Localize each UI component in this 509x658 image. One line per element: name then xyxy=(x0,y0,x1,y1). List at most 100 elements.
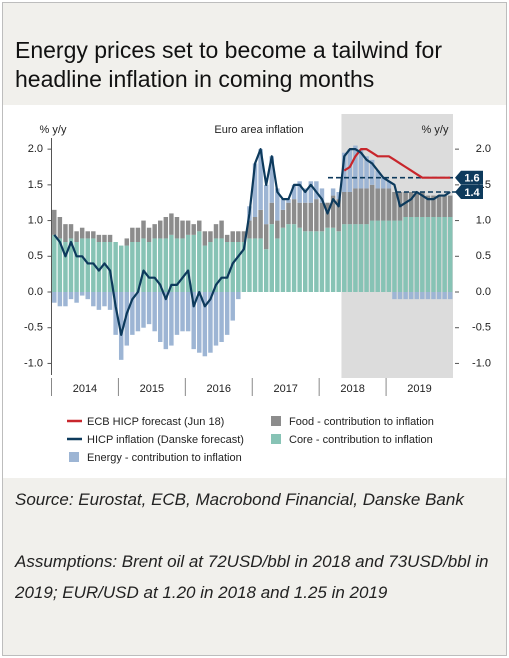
y-tick-label: -0.5 xyxy=(24,322,43,334)
bar-segment xyxy=(158,238,163,292)
bar-segment xyxy=(163,217,169,239)
footer: Source: Eurostat, ECB, Macrobond Financi… xyxy=(3,478,506,655)
bar-segment xyxy=(342,224,347,292)
bar-segment xyxy=(269,202,274,225)
bar-segment xyxy=(185,220,191,235)
bar-segment xyxy=(336,231,341,292)
bar-segment xyxy=(247,220,252,239)
bar-segment xyxy=(408,217,414,292)
bar-segment xyxy=(141,292,146,328)
bar-segment xyxy=(280,199,286,210)
bar-segment xyxy=(386,220,392,292)
bar-segment xyxy=(91,292,96,307)
bar-segment xyxy=(74,292,79,303)
bar-segment xyxy=(224,292,230,335)
bar-segment xyxy=(291,184,297,200)
bar-segment xyxy=(141,238,146,292)
bar-segment xyxy=(330,188,336,196)
bar-segment xyxy=(258,238,263,292)
bar-segment xyxy=(202,245,208,292)
bar-segment xyxy=(146,227,152,242)
reference-label: 1.4 xyxy=(464,187,480,199)
bar-segment xyxy=(358,188,364,225)
reference-pointer xyxy=(455,185,483,199)
bar-segment xyxy=(302,188,308,203)
bar-segment xyxy=(241,231,247,242)
bar-segment xyxy=(297,181,302,203)
bar-segment xyxy=(302,202,308,232)
reference-label: 1.6 xyxy=(464,173,479,185)
y-tick-label: 0.5 xyxy=(28,250,43,262)
bar-segment xyxy=(364,188,369,225)
bar-segment xyxy=(408,192,414,217)
bar-segment xyxy=(375,220,380,292)
x-tick-label: 2019 xyxy=(407,383,431,395)
bar-segment xyxy=(369,220,375,292)
x-tick-label: 2017 xyxy=(273,383,297,395)
bar-segment xyxy=(308,181,314,203)
bar-segment xyxy=(252,238,258,292)
bar-segment xyxy=(364,224,369,292)
bar-segment xyxy=(330,227,336,292)
chart-title: Energy prices set to become a tailwind f… xyxy=(15,37,442,92)
bar-segment xyxy=(447,292,453,300)
bar-segment xyxy=(107,292,113,310)
bar-segment xyxy=(392,220,397,292)
bar-segment xyxy=(191,292,196,350)
y2-tick-label: 1.0 xyxy=(476,214,491,226)
y-axis-label: % y/y xyxy=(40,124,67,136)
bar-segment xyxy=(286,202,291,225)
bar-segment xyxy=(369,159,375,185)
y2-tick-label: -0.5 xyxy=(472,322,491,334)
bar-segment xyxy=(442,195,447,217)
bar-segment xyxy=(280,227,286,292)
bar-segment xyxy=(74,242,79,292)
bar-segment xyxy=(152,292,157,332)
bar-segment xyxy=(330,195,336,228)
bar-segment xyxy=(286,199,291,203)
bar-segment xyxy=(152,224,157,239)
y-tick-label: -1.0 xyxy=(24,357,43,369)
bar-segment xyxy=(275,238,280,292)
line-series xyxy=(343,148,451,179)
bar-segment xyxy=(408,292,414,300)
bar-segment xyxy=(286,224,291,292)
bar-segment xyxy=(174,238,180,292)
bar-segment xyxy=(224,234,230,242)
bar-segment xyxy=(252,163,258,217)
bar-segment xyxy=(403,217,408,292)
bar-segment xyxy=(414,217,419,292)
header: Energy prices set to become a tailwind f… xyxy=(3,3,506,105)
bar-segment xyxy=(319,188,325,203)
bar-segment xyxy=(236,292,241,300)
bar-segment xyxy=(79,238,85,292)
bar-segment xyxy=(420,192,425,217)
bar-segment xyxy=(308,231,314,292)
bar-segment xyxy=(96,234,102,242)
bar-segment xyxy=(102,234,107,242)
bar-segment xyxy=(241,242,247,292)
bar-segment xyxy=(275,188,280,221)
bar-segment xyxy=(63,242,68,292)
bar-segment xyxy=(291,199,297,225)
bar-segment xyxy=(336,192,341,200)
bar-segment xyxy=(219,292,224,342)
bar-segment xyxy=(74,231,79,242)
bar-segment xyxy=(135,227,141,242)
bar-segment xyxy=(297,202,302,228)
bar-segment xyxy=(397,292,403,300)
bar-segment xyxy=(113,242,118,292)
bar-segment xyxy=(130,292,135,335)
bar-segment xyxy=(342,192,347,225)
bar-segment xyxy=(369,184,375,221)
bar-segment xyxy=(420,292,425,300)
y2-tick-label: 0.5 xyxy=(476,250,491,262)
legend-swatch xyxy=(271,434,281,444)
bar-segment xyxy=(174,292,180,335)
bar-segment xyxy=(219,238,224,292)
bar-segment xyxy=(291,224,297,292)
bar-segment xyxy=(358,224,364,292)
bar-segment xyxy=(319,231,325,292)
y-tick-label: 0.0 xyxy=(28,286,43,298)
